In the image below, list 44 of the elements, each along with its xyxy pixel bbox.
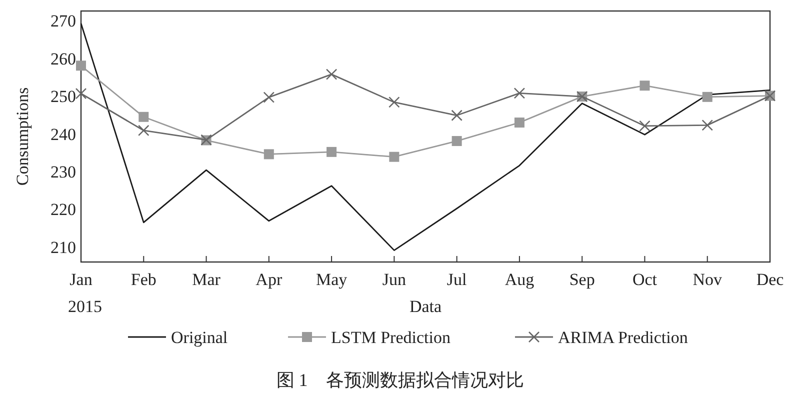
y-tick-label: 230 [50,162,76,182]
x-tick-label: Nov [692,270,722,289]
point [263,92,275,103]
x-tick-label: Jun [382,270,406,289]
x-tick-label: Dec [756,270,784,289]
point [138,124,150,136]
x-tick-label: Feb [130,270,156,289]
point [264,149,274,160]
text: 2015 [68,297,102,316]
y-tick-label: 240 [50,124,76,144]
point [451,110,462,122]
legend-label: Original [171,328,228,347]
point [389,152,400,162]
x-tick-label: Oct [632,270,658,289]
point [514,118,524,128]
x-tick-label: Jan [70,270,93,289]
text: 图 1 各预测数据拟合情况对比 [276,370,524,390]
point [75,88,87,100]
x-tick-label: Mar [192,270,221,289]
point [640,80,650,91]
x-tick-label: Apr [256,270,282,289]
point [138,112,149,122]
point [326,68,338,80]
point [452,136,462,146]
x-tick-label: Jul [446,270,468,289]
point [76,60,86,71]
y-tick-label: 250 [50,87,76,106]
x-tick-label: Sep [569,270,595,289]
x-tick-label: Aug [504,270,535,289]
y-tick-label: 270 [50,12,76,31]
legend-label: ARIMA Prediction [558,328,688,347]
point [702,120,714,131]
y-tick-label: 260 [50,49,76,68]
point [639,120,650,132]
y-tick-label: 210 [50,238,76,257]
point [388,96,400,108]
legend-label: LSTM Prediction [331,328,451,347]
y-axis-title: Consumptions [13,87,32,186]
y-tick-label: 220 [50,200,76,220]
point [702,92,712,102]
point [514,88,526,99]
point [326,146,337,157]
x-axis-title: Data [409,297,442,316]
x-tick-label: May [316,270,348,289]
